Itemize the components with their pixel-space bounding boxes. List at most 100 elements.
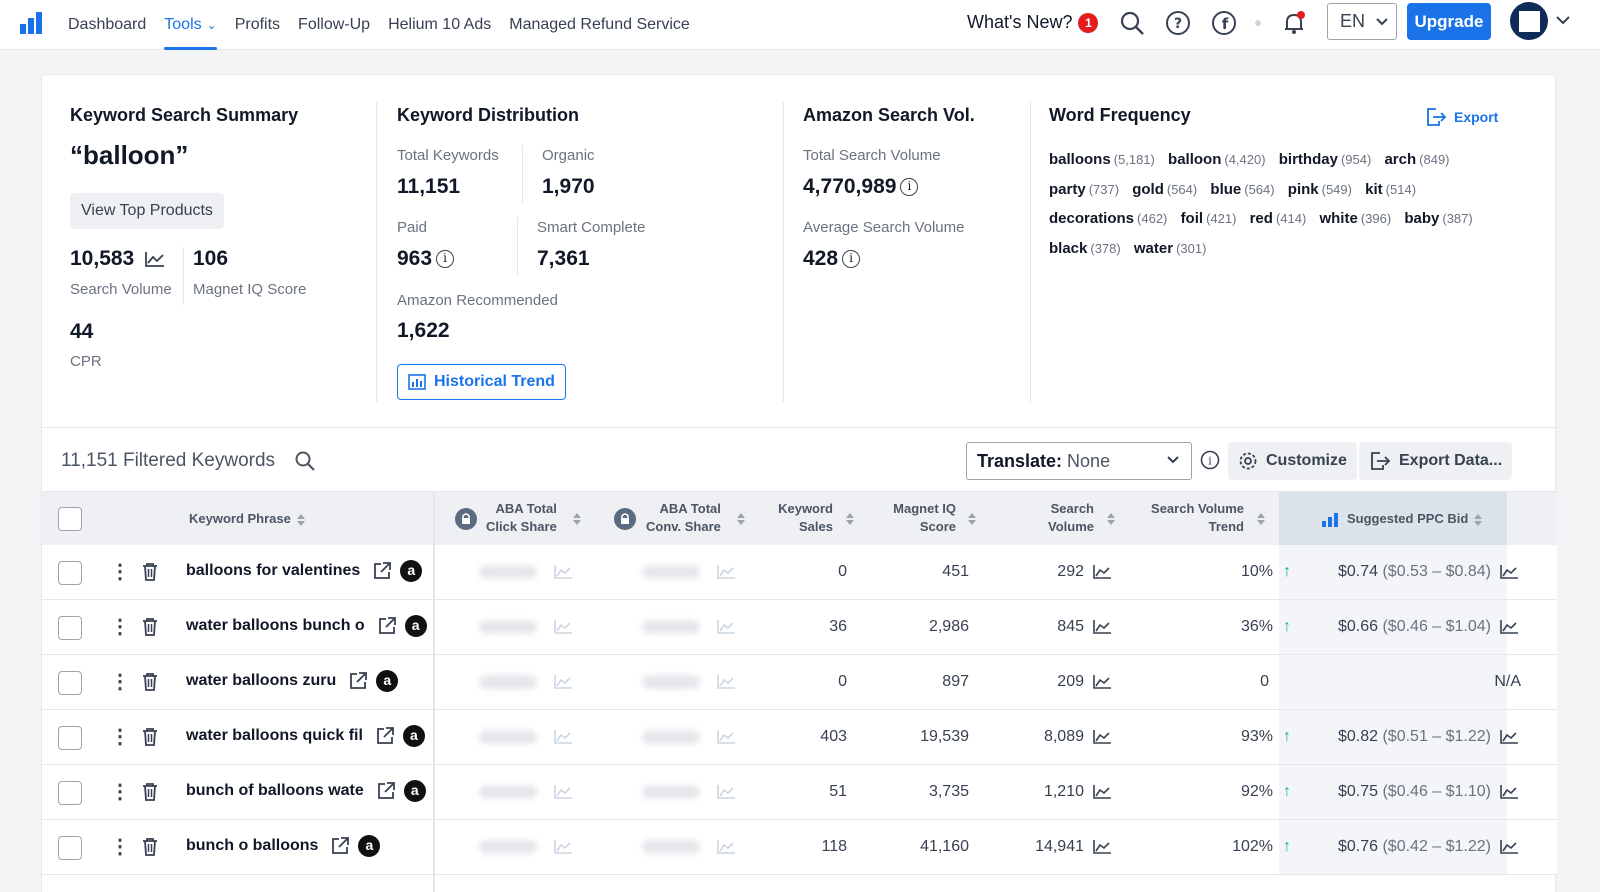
header-magnet-iq-score[interactable]: Magnet IQ Score bbox=[884, 500, 956, 536]
help-icon[interactable]: ? bbox=[1164, 9, 1192, 37]
trash-icon[interactable] bbox=[141, 727, 159, 747]
more-options-icon[interactable]: ⋮ bbox=[110, 781, 130, 803]
header-aba-conv-share[interactable]: ABA Total Conv. Share bbox=[646, 500, 721, 536]
more-options-icon[interactable]: ⋮ bbox=[110, 671, 130, 693]
word-frequency-word[interactable]: blue bbox=[1210, 180, 1242, 198]
word-frequency-word[interactable]: party bbox=[1049, 180, 1086, 198]
keyword-phrase[interactable]: bunch of balloons wate bbox=[186, 782, 364, 800]
export-data-button[interactable]: Export Data... bbox=[1359, 442, 1513, 480]
trend-chart-icon[interactable] bbox=[1092, 784, 1112, 800]
trend-chart-icon[interactable] bbox=[1092, 674, 1112, 690]
header-search-volume[interactable]: Search Volume bbox=[1032, 500, 1094, 536]
nav-helium-10-ads[interactable]: Helium 10 Ads bbox=[388, 0, 491, 50]
more-options-icon[interactable]: ⋮ bbox=[110, 561, 130, 583]
chevron-down-icon[interactable] bbox=[1555, 14, 1571, 26]
sort-icon[interactable] bbox=[846, 512, 854, 526]
select-all-checkbox[interactable] bbox=[58, 507, 82, 531]
trend-chart-icon[interactable] bbox=[1092, 564, 1112, 580]
header-keyword-sales[interactable]: Keyword Sales bbox=[775, 500, 833, 536]
keyword-phrase[interactable]: balloons for valentines bbox=[186, 562, 361, 580]
view-top-products-button[interactable]: View Top Products bbox=[70, 193, 224, 229]
header-aba-click-share[interactable]: ABA Total Click Share bbox=[486, 500, 557, 536]
upgrade-button[interactable]: Upgrade bbox=[1407, 3, 1491, 40]
bell-icon[interactable] bbox=[1280, 9, 1308, 37]
whats-new-link[interactable]: What's New? 1 bbox=[967, 12, 1099, 34]
amazon-icon[interactable]: a bbox=[400, 560, 423, 582]
customize-button[interactable]: Customize bbox=[1228, 442, 1357, 480]
translate-select[interactable]: Translate: None bbox=[966, 442, 1192, 480]
keyword-phrase[interactable]: water balloons quick fil bbox=[186, 727, 363, 745]
helium10-logo-icon[interactable] bbox=[20, 12, 44, 34]
nav-dashboard[interactable]: Dashboard bbox=[68, 0, 146, 50]
word-frequency-word[interactable]: foil bbox=[1180, 210, 1204, 227]
row-checkbox[interactable] bbox=[58, 616, 82, 640]
row-checkbox[interactable] bbox=[58, 781, 82, 805]
word-frequency-word[interactable]: decorations bbox=[1049, 210, 1135, 227]
facebook-icon[interactable]: f bbox=[1210, 9, 1238, 37]
trend-chart-icon[interactable] bbox=[1499, 839, 1519, 855]
header-keyword-phrase[interactable]: Keyword Phrase bbox=[189, 510, 305, 528]
word-frequency-word[interactable]: white bbox=[1319, 210, 1358, 227]
more-options-icon[interactable]: ⋮ bbox=[110, 836, 130, 858]
row-checkbox[interactable] bbox=[58, 726, 82, 750]
trend-chart-icon[interactable] bbox=[1499, 784, 1519, 800]
external-link-icon[interactable] bbox=[377, 616, 397, 636]
more-options-icon[interactable]: ⋮ bbox=[110, 726, 130, 748]
info-icon[interactable]: i bbox=[900, 178, 919, 197]
word-frequency-word[interactable]: pink bbox=[1287, 180, 1319, 198]
trash-icon[interactable] bbox=[141, 782, 159, 802]
trash-icon[interactable] bbox=[141, 617, 159, 637]
historical-trend-button[interactable]: Historical Trend bbox=[397, 364, 566, 400]
search-icon[interactable] bbox=[294, 450, 316, 472]
external-link-icon[interactable] bbox=[348, 671, 368, 691]
word-frequency-word[interactable]: red bbox=[1249, 210, 1273, 227]
word-frequency-word[interactable]: gold bbox=[1132, 180, 1164, 198]
word-frequency-word[interactable]: water bbox=[1133, 239, 1174, 257]
language-select[interactable]: EN bbox=[1327, 3, 1397, 40]
amazon-icon[interactable]: a bbox=[358, 835, 381, 857]
info-icon[interactable]: i bbox=[1200, 450, 1220, 470]
amazon-icon[interactable]: a bbox=[404, 615, 427, 637]
amazon-icon[interactable]: a bbox=[376, 670, 399, 692]
word-frequency-word[interactable]: kit bbox=[1365, 180, 1383, 198]
nav-profits[interactable]: Profits bbox=[235, 0, 280, 50]
sort-icon[interactable] bbox=[968, 512, 976, 526]
trend-chart-icon[interactable] bbox=[1499, 564, 1519, 580]
amazon-icon[interactable]: a bbox=[403, 780, 426, 802]
search-icon[interactable] bbox=[1118, 9, 1146, 37]
word-frequency-word[interactable]: baby bbox=[1404, 210, 1440, 227]
header-search-volume-trend[interactable]: Search Volume Trend bbox=[1142, 500, 1244, 536]
more-options-icon[interactable]: ⋮ bbox=[110, 616, 130, 638]
nav-tools[interactable]: Tools ⌄ bbox=[164, 0, 218, 50]
sort-icon[interactable] bbox=[1257, 512, 1265, 526]
external-link-icon[interactable] bbox=[372, 561, 392, 581]
external-link-icon[interactable] bbox=[375, 726, 395, 746]
keyword-phrase[interactable]: water balloons zuru bbox=[186, 672, 337, 690]
sort-icon[interactable] bbox=[1107, 512, 1115, 526]
trash-icon[interactable] bbox=[141, 837, 159, 857]
row-checkbox[interactable] bbox=[58, 836, 82, 860]
external-link-icon[interactable] bbox=[330, 836, 350, 856]
trend-chart-icon[interactable] bbox=[1092, 839, 1112, 855]
trash-icon[interactable] bbox=[141, 672, 159, 692]
row-checkbox[interactable] bbox=[58, 671, 82, 695]
word-frequency-export-button[interactable]: Export bbox=[1425, 107, 1498, 127]
amazon-icon[interactable]: a bbox=[402, 725, 425, 747]
word-frequency-word[interactable]: birthday bbox=[1278, 151, 1338, 168]
word-frequency-word[interactable]: arch bbox=[1384, 151, 1417, 168]
trend-chart-icon[interactable] bbox=[144, 250, 166, 268]
trend-chart-icon[interactable] bbox=[1092, 619, 1112, 635]
sort-icon[interactable] bbox=[737, 512, 745, 526]
row-checkbox[interactable] bbox=[58, 561, 82, 585]
nav-follow-up[interactable]: Follow-Up bbox=[298, 0, 370, 50]
info-icon[interactable]: i bbox=[436, 250, 455, 269]
nav-managed-refund-service[interactable]: Managed Refund Service bbox=[509, 0, 690, 50]
word-frequency-word[interactable]: balloons bbox=[1049, 151, 1111, 168]
info-icon[interactable]: i bbox=[842, 250, 861, 269]
trend-chart-icon[interactable] bbox=[1499, 729, 1519, 745]
word-frequency-word[interactable]: black bbox=[1049, 239, 1088, 257]
trend-chart-icon[interactable] bbox=[1499, 619, 1519, 635]
sort-icon[interactable] bbox=[573, 512, 581, 526]
trash-icon[interactable] bbox=[141, 562, 159, 582]
keyword-phrase[interactable]: bunch o balloons bbox=[186, 837, 319, 855]
